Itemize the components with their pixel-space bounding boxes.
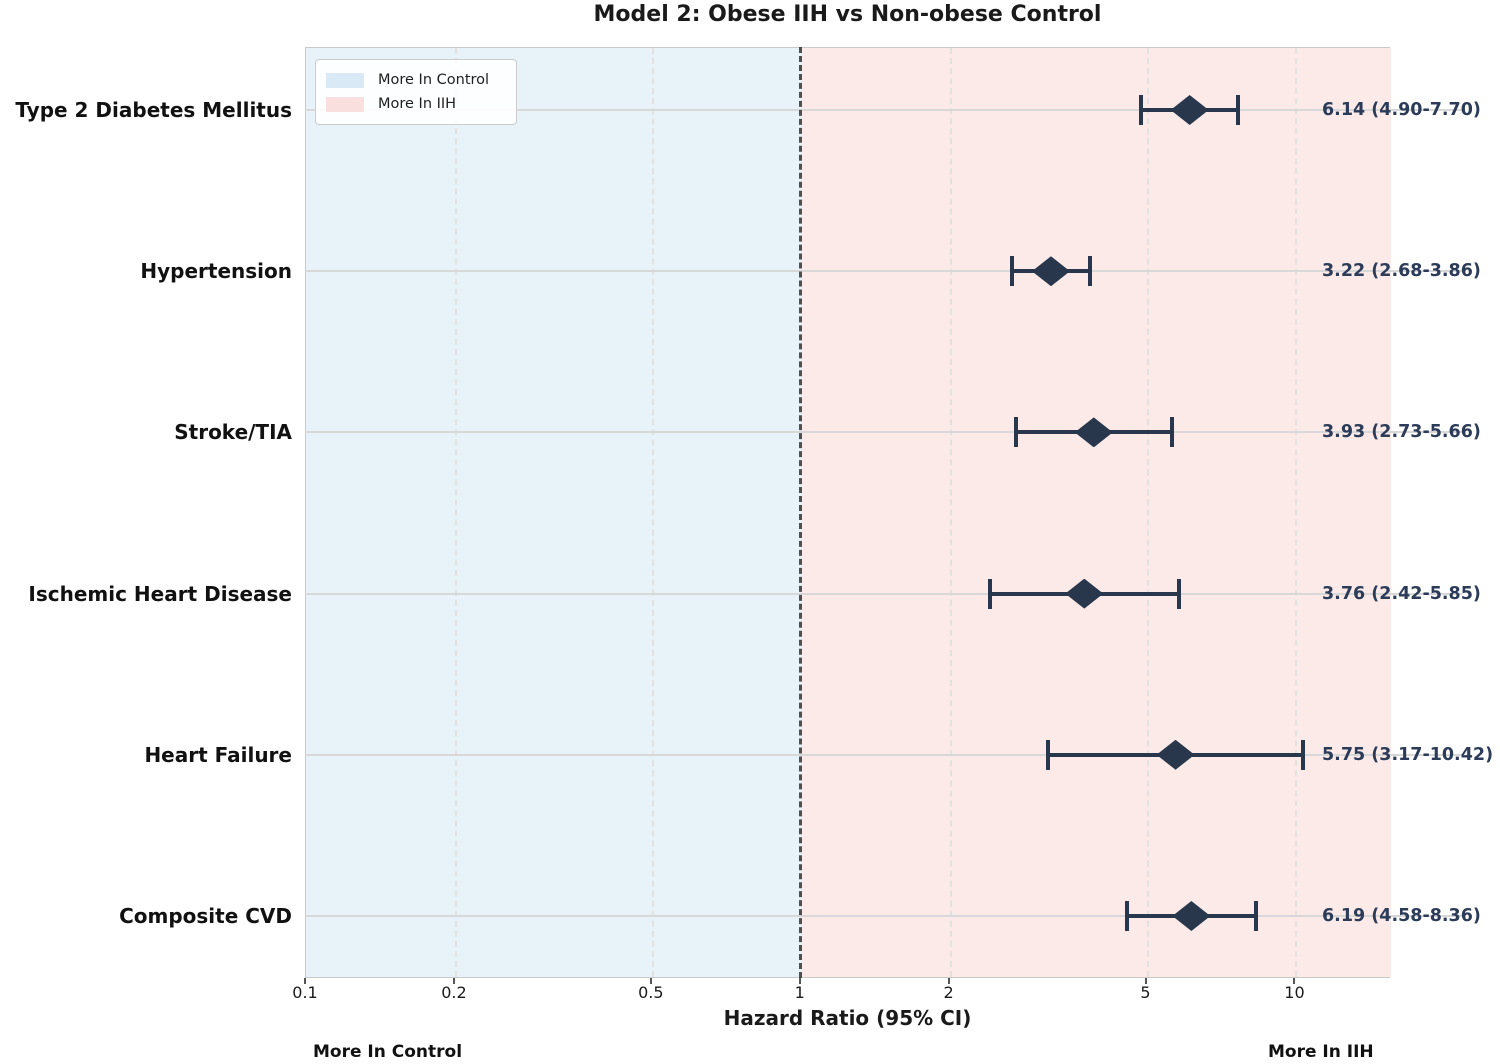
x-tick-mark — [649, 978, 652, 984]
x-tick-label: 10 — [1284, 983, 1305, 1002]
row-gridline — [305, 592, 1462, 595]
row-gridline — [305, 270, 1462, 273]
reference-line-hr1 — [798, 47, 802, 978]
x-tick-mark — [947, 978, 950, 984]
x-axis-title: Hazard Ratio (95% CI) — [723, 1006, 972, 1030]
plot-area — [305, 47, 1391, 978]
x-tick-mark — [452, 978, 455, 984]
x-tick-label: 0.5 — [638, 983, 664, 1002]
row-label-2: Stroke/TIA — [174, 420, 292, 445]
ci-cap-low — [1139, 95, 1144, 125]
hr-value-label: 3.76 (2.42-5.85) — [1322, 583, 1481, 604]
ci-cap-high — [1236, 95, 1241, 125]
ci-cap-low — [1045, 739, 1050, 770]
more-in-iih-region — [800, 48, 1391, 977]
ci-cap-low — [1013, 417, 1018, 448]
more-in-control-region — [306, 48, 801, 977]
annotation-more-in-iih: More In IIH — [1268, 1042, 1374, 1062]
hr-value-label: 3.22 (2.68-3.86) — [1322, 261, 1481, 282]
hr-value-label: 3.93 (2.73-5.66) — [1322, 422, 1481, 443]
row-label-0: Type 2 Diabetes Mellitus — [15, 98, 292, 122]
annotation-more-in-control: More In Control — [313, 1042, 463, 1062]
legend: More In Control More In IIH — [315, 59, 517, 125]
gridline-x-0.5 — [651, 48, 654, 977]
hr-value-label: 6.14 (4.90-7.70) — [1322, 100, 1481, 120]
ci-cap-low — [1124, 901, 1129, 931]
iih-swatch-icon — [326, 96, 364, 112]
x-tick-mark — [1144, 978, 1147, 984]
legend-label: More In Control — [378, 72, 490, 88]
x-tick-label: 0.1 — [292, 983, 318, 1002]
row-gridline — [305, 109, 1462, 111]
ci-cap-high — [1177, 578, 1182, 609]
x-tick-mark — [304, 978, 306, 984]
ci-cap-high — [1087, 256, 1092, 287]
legend-label: More In IIH — [378, 96, 457, 112]
row-label-1: Hypertension — [140, 259, 292, 284]
ci-cap-low — [987, 578, 992, 609]
x-tick-mark — [1293, 978, 1296, 984]
x-tick-mark — [798, 978, 801, 984]
x-tick-label: 1 — [794, 983, 805, 1002]
row-gridline — [305, 753, 1462, 756]
x-tick-label: 0.2 — [441, 983, 467, 1002]
row-label-4: Heart Failure — [144, 742, 292, 767]
x-tick-label: 2 — [943, 983, 954, 1002]
row-gridline — [305, 431, 1462, 434]
ci-cap-high — [1170, 417, 1175, 448]
chart-title: Model 2: Obese IIH vs Non-obese Control — [593, 2, 1102, 27]
row-label-3: Ischemic Heart Disease — [28, 581, 292, 606]
gridline-x-2 — [949, 48, 952, 977]
hr-value-label: 6.19 (4.58-8.36) — [1322, 906, 1481, 926]
x-tick-label: 5 — [1140, 983, 1151, 1002]
row-gridline — [305, 915, 1462, 917]
control-swatch-icon — [326, 72, 364, 88]
gridline-x-5 — [1146, 48, 1149, 977]
ci-cap-high — [1301, 739, 1306, 770]
gridline-x-0.2 — [454, 48, 457, 977]
legend-item-control: More In Control — [326, 68, 506, 92]
legend-item-iih: More In IIH — [326, 92, 506, 116]
ci-cap-high — [1253, 901, 1258, 931]
ci-cap-low — [1009, 256, 1014, 287]
hr-value-label: 5.75 (3.17-10.42) — [1322, 744, 1494, 765]
row-label-5: Composite CVD — [119, 904, 292, 928]
gridline-x-10 — [1295, 48, 1298, 977]
